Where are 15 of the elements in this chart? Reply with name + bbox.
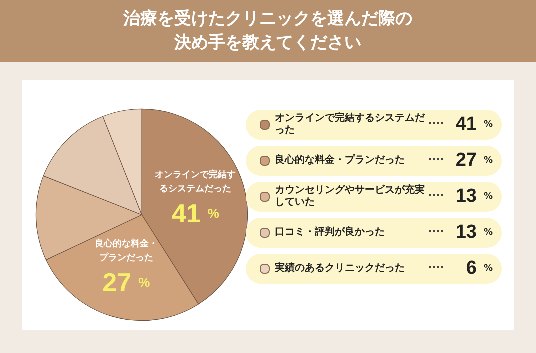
data-label: 27 %: [102, 268, 151, 298]
data-label: 13 %: [454, 222, 494, 244]
data-label: 13 %: [454, 186, 494, 208]
legend-label: オンラインで完結するシステムだった: [275, 113, 425, 137]
chart-title: 治療を受けたクリニックを選んだ際の決め手を教えてください: [122, 8, 414, 55]
data-label: 41 %: [172, 198, 220, 228]
legend-label: カウンセリングやサービスが充実していた: [275, 185, 425, 209]
text: 27 %: [456, 150, 494, 171]
text: 41 %: [456, 114, 494, 135]
data-label: 6 %: [465, 258, 494, 280]
slice-label: オンラインで完結するシステムだった: [155, 169, 236, 194]
legend-label: 良心的な料金・プランだった: [275, 155, 406, 167]
legend-label: 口コミ・評判が良かった: [275, 227, 386, 239]
legend-label: 実績のあるクリニックだった: [275, 263, 406, 275]
slice-label: 良心的な料金・プランだった: [94, 238, 158, 263]
